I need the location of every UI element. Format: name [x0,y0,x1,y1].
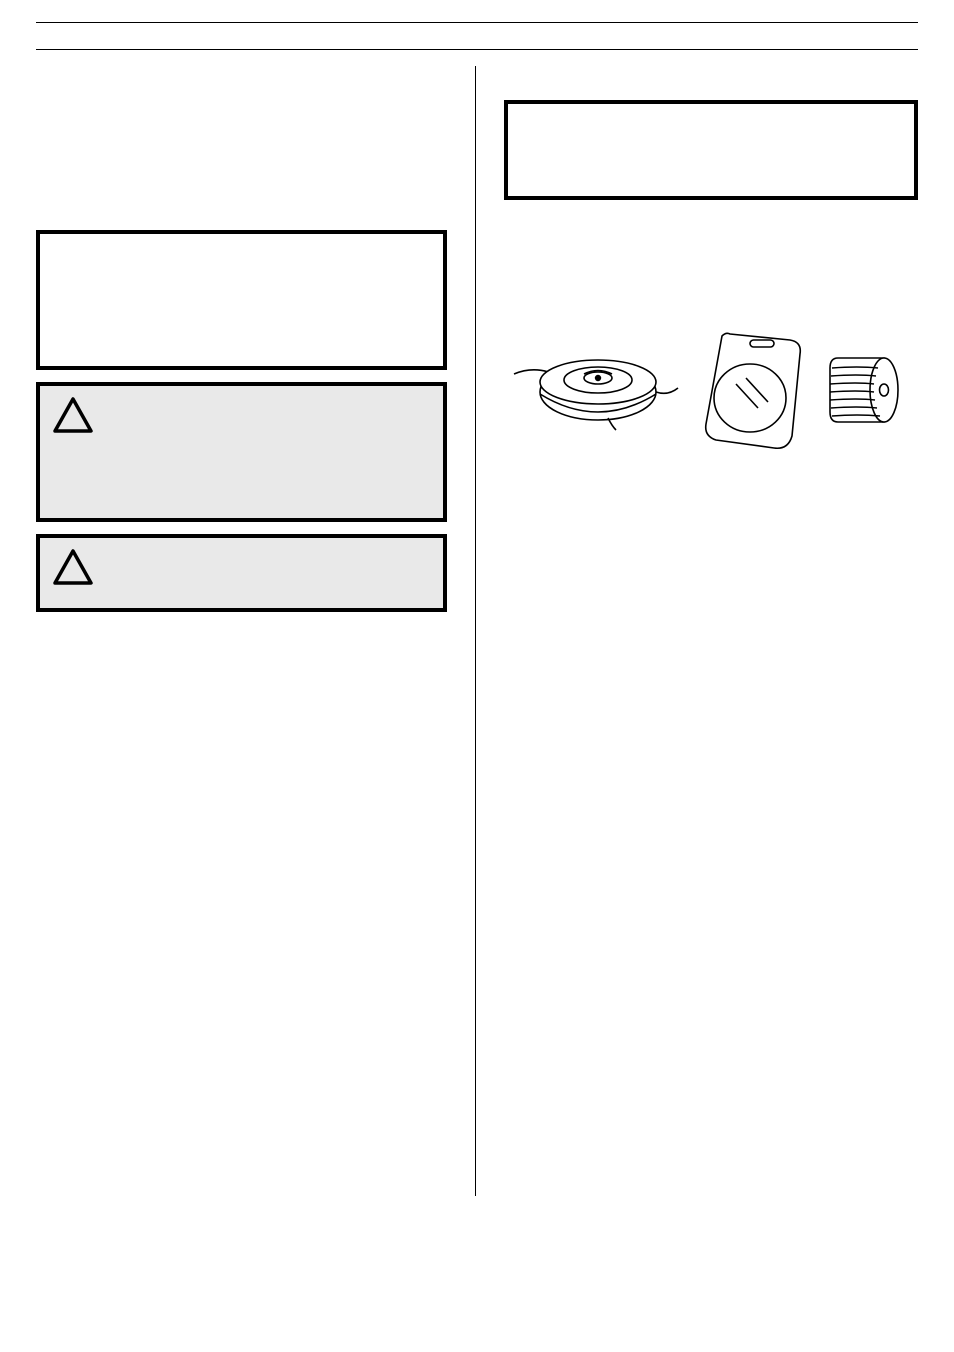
warning-triangle-icon [52,396,94,434]
column-divider [475,66,476,1196]
right-top-spacer [504,66,918,100]
right-column [504,66,918,1196]
right-note-box [504,100,918,200]
line-spool-icon [818,344,910,436]
manual-page [0,0,954,1352]
warning-box-2-text [40,538,443,574]
left-top-spacer [36,66,447,230]
warning-box-2 [36,534,447,612]
right-gap [504,212,918,320]
header-rule-pair [36,22,918,50]
two-column-layout [36,66,918,1196]
note-box-text [40,234,443,270]
warning-box-1 [36,382,447,522]
blister-pack-icon [696,328,804,452]
right-note-box-text [508,104,914,140]
warning-box-1-text [40,386,443,422]
note-box [36,230,447,370]
accessory-illustration-row [504,328,918,452]
left-column [36,66,447,1196]
warning-triangle-icon [52,548,94,586]
trimmer-head-icon [512,344,682,436]
